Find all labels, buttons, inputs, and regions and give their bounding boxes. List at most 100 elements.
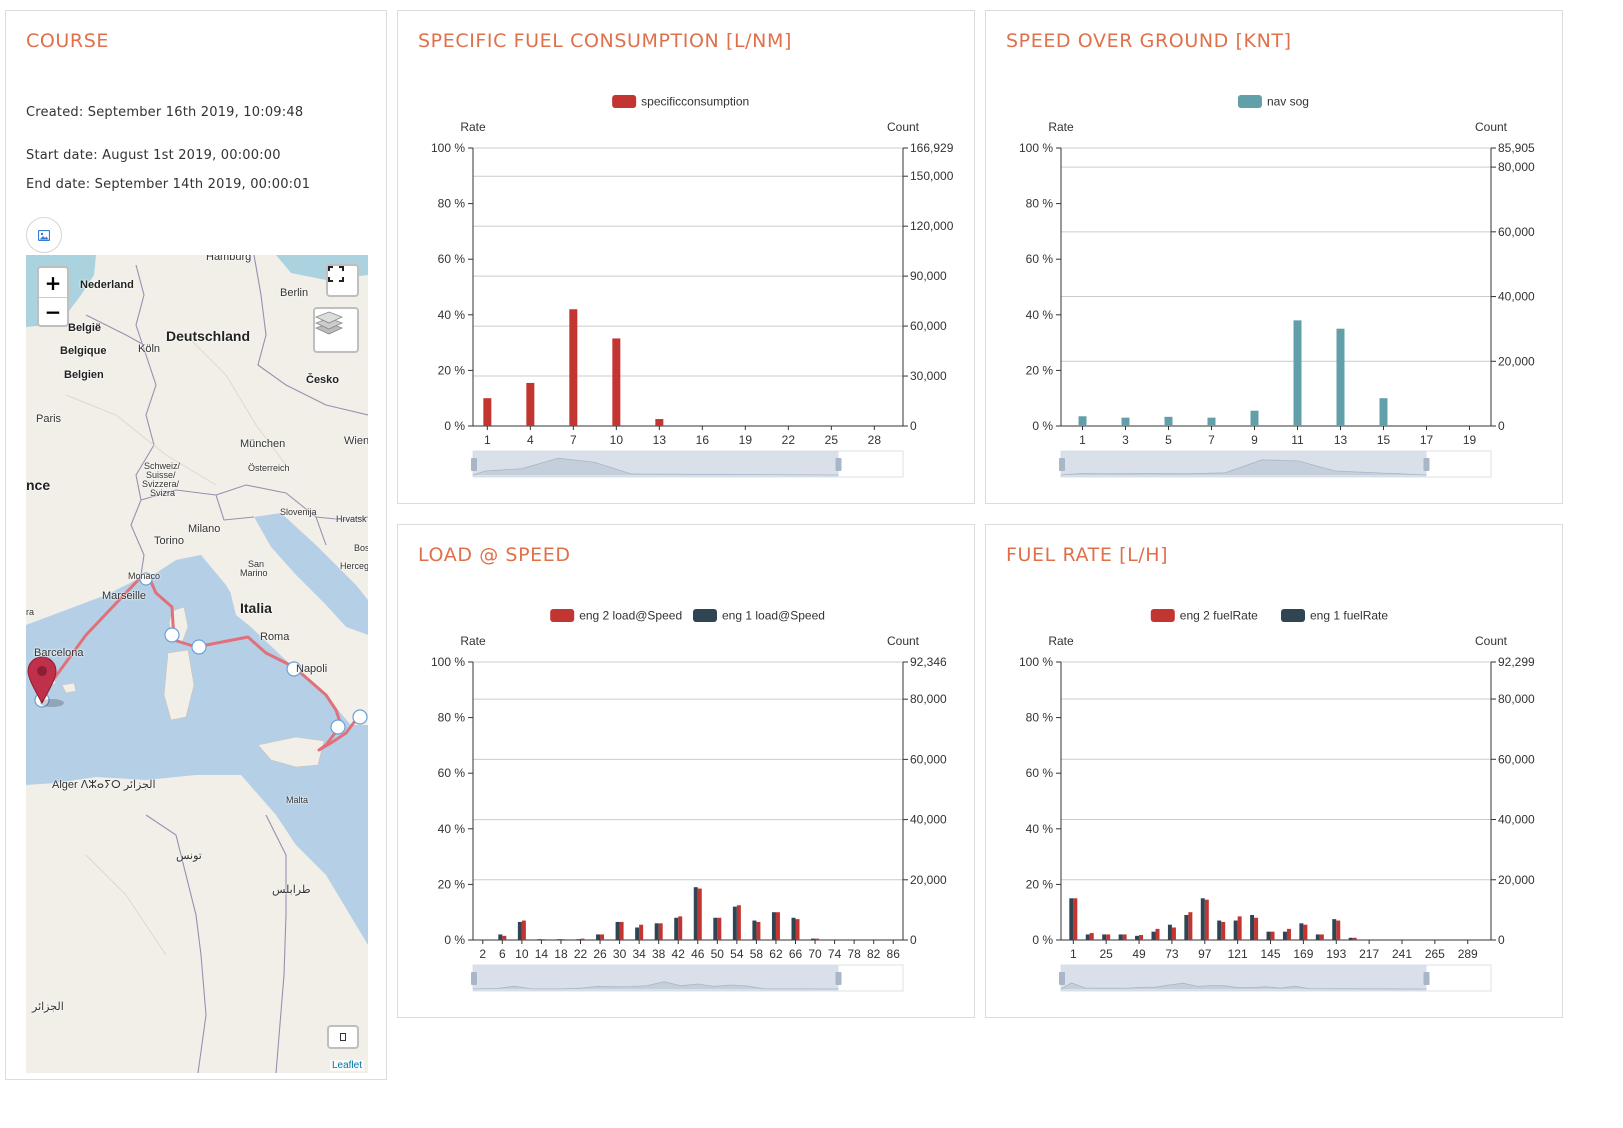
bar[interactable] (1069, 898, 1074, 940)
bar[interactable] (1254, 917, 1259, 940)
zoom-out-button[interactable]: − (39, 297, 67, 325)
bar[interactable] (1217, 920, 1222, 940)
bar[interactable] (1379, 398, 1388, 426)
bar[interactable] (1299, 923, 1304, 940)
bar[interactable] (1078, 416, 1087, 426)
map-attribution-link[interactable]: Leaflet (329, 1060, 364, 1071)
zoom-handle-right[interactable] (1423, 972, 1430, 985)
bar[interactable] (1303, 924, 1308, 940)
bar[interactable] (678, 916, 683, 940)
bar[interactable] (635, 927, 640, 940)
bar[interactable] (1121, 417, 1130, 426)
zoom-handle-left[interactable] (471, 458, 477, 471)
bar[interactable] (1200, 898, 1205, 940)
bar[interactable] (1336, 920, 1341, 940)
bar[interactable] (1184, 914, 1189, 940)
bar[interactable] (655, 419, 664, 426)
bar[interactable] (795, 919, 800, 940)
bar[interactable] (815, 938, 820, 940)
bar[interactable] (1332, 919, 1337, 940)
bar[interactable] (1293, 320, 1302, 426)
bar[interactable] (1315, 934, 1320, 940)
bar[interactable] (1286, 928, 1291, 940)
image-export-button[interactable] (26, 217, 62, 253)
legend-item[interactable]: eng 2 fuelRate (1150, 609, 1258, 623)
bar[interactable] (1348, 937, 1353, 940)
bar[interactable] (1352, 937, 1357, 940)
bar[interactable] (1204, 899, 1209, 940)
bar[interactable] (569, 309, 578, 426)
bar[interactable] (556, 939, 561, 940)
bar[interactable] (580, 938, 585, 940)
legend-item[interactable]: eng 2 load@Speed (550, 609, 682, 623)
bar[interactable] (560, 939, 565, 940)
zoom-handle-left[interactable] (471, 972, 477, 985)
bar[interactable] (600, 934, 605, 940)
bar[interactable] (752, 920, 757, 940)
bar[interactable] (619, 921, 624, 940)
bar[interactable] (1106, 934, 1111, 940)
bar[interactable] (537, 939, 542, 940)
bar[interactable] (811, 938, 816, 940)
data-zoom-slider[interactable] (1059, 964, 1492, 992)
bar[interactable] (1188, 912, 1193, 940)
bar[interactable] (483, 398, 492, 426)
bar[interactable] (654, 923, 659, 940)
data-zoom-slider[interactable] (471, 450, 904, 478)
bar[interactable] (526, 382, 535, 426)
bar[interactable] (717, 917, 722, 940)
bar[interactable] (1102, 934, 1107, 940)
bar[interactable] (1135, 935, 1140, 940)
course-map[interactable]: Hamburg Nederland Berlin België Deutschl… (26, 255, 368, 1073)
bar[interactable] (615, 921, 620, 940)
bar[interactable] (596, 934, 601, 940)
bar[interactable] (1250, 914, 1255, 940)
bar[interactable] (521, 920, 526, 940)
legend-item[interactable]: eng 1 fuelRate (1281, 609, 1388, 623)
bar[interactable] (1167, 924, 1172, 940)
bar[interactable] (732, 906, 737, 940)
bar[interactable] (658, 923, 663, 940)
zoom-handle-right[interactable] (835, 458, 842, 471)
bar[interactable] (1139, 934, 1144, 940)
bar[interactable] (1164, 416, 1173, 426)
bar[interactable] (775, 912, 780, 940)
bar[interactable] (517, 921, 522, 940)
bar[interactable] (1207, 417, 1216, 426)
bar[interactable] (1282, 931, 1287, 940)
bar[interactable] (1171, 927, 1176, 940)
bar[interactable] (576, 939, 581, 940)
bar[interactable] (612, 338, 621, 426)
legend-item[interactable]: nav sog (1237, 95, 1309, 109)
zoom-handle-left[interactable] (1059, 458, 1065, 471)
bar[interactable] (498, 934, 503, 940)
bar[interactable] (771, 912, 776, 940)
bar[interactable] (1122, 934, 1127, 940)
data-zoom-slider[interactable] (471, 964, 904, 992)
bar[interactable] (1073, 898, 1078, 940)
bar[interactable] (1221, 921, 1226, 940)
bar[interactable] (639, 924, 644, 940)
bar[interactable] (1266, 931, 1271, 940)
zoom-handle-right[interactable] (1423, 458, 1430, 471)
bar[interactable] (713, 917, 718, 940)
zoom-handle-left[interactable] (1059, 972, 1065, 985)
fullscreen-button[interactable] (326, 264, 359, 297)
bar[interactable] (791, 917, 796, 940)
bar[interactable] (1237, 916, 1242, 940)
map-extra-button[interactable] (327, 1025, 359, 1049)
bar[interactable] (1085, 934, 1090, 940)
bar[interactable] (674, 917, 679, 940)
bar[interactable] (1250, 410, 1259, 426)
bar[interactable] (1089, 933, 1094, 940)
legend-item[interactable]: eng 1 load@Speed (693, 609, 825, 623)
layers-button[interactable] (313, 307, 359, 353)
bar[interactable] (1319, 934, 1324, 940)
bar[interactable] (693, 887, 698, 940)
bar[interactable] (1151, 931, 1156, 940)
bar[interactable] (541, 939, 546, 940)
bar[interactable] (1233, 920, 1238, 940)
bar[interactable] (1118, 934, 1123, 940)
bar[interactable] (697, 888, 702, 940)
bar[interactable] (736, 905, 741, 940)
